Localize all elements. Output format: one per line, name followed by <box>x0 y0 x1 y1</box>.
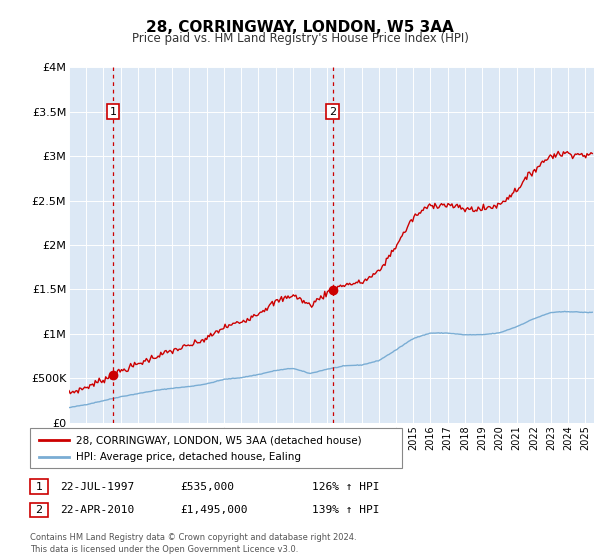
Text: 139% ↑ HPI: 139% ↑ HPI <box>312 505 380 515</box>
Text: 28, CORRINGWAY, LONDON, W5 3AA (detached house): 28, CORRINGWAY, LONDON, W5 3AA (detached… <box>76 435 362 445</box>
Bar <box>113 67 332 423</box>
Text: £1,495,000: £1,495,000 <box>180 505 248 515</box>
Text: 2: 2 <box>35 505 43 515</box>
Text: 22-APR-2010: 22-APR-2010 <box>60 505 134 515</box>
Text: £535,000: £535,000 <box>180 482 234 492</box>
Text: 1: 1 <box>109 106 116 116</box>
Text: 28, CORRINGWAY, LONDON, W5 3AA: 28, CORRINGWAY, LONDON, W5 3AA <box>146 20 454 35</box>
Text: 22-JUL-1997: 22-JUL-1997 <box>60 482 134 492</box>
Text: Contains HM Land Registry data © Crown copyright and database right 2024.
This d: Contains HM Land Registry data © Crown c… <box>30 533 356 554</box>
Text: 1: 1 <box>35 482 43 492</box>
Text: Price paid vs. HM Land Registry's House Price Index (HPI): Price paid vs. HM Land Registry's House … <box>131 32 469 45</box>
Text: 2: 2 <box>329 106 336 116</box>
Text: HPI: Average price, detached house, Ealing: HPI: Average price, detached house, Eali… <box>76 451 301 461</box>
Text: 126% ↑ HPI: 126% ↑ HPI <box>312 482 380 492</box>
